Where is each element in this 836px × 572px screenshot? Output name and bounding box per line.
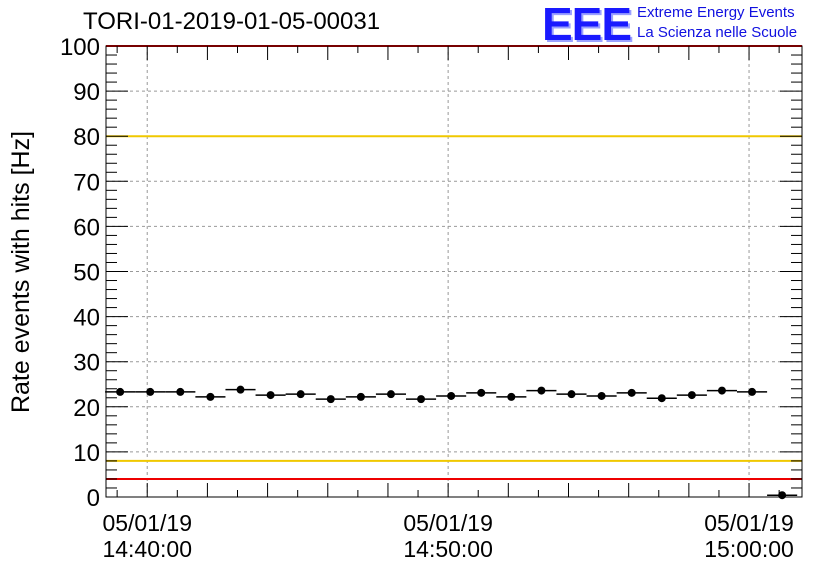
eee-logo-mark: EEE: [542, 0, 632, 50]
y-tick-label: 60: [73, 214, 100, 241]
x-tick-label-time: 15:00:00: [704, 536, 794, 562]
x-tick-label-time: 14:50:00: [403, 536, 493, 562]
data-point: [687, 391, 696, 400]
data-points: [105, 385, 798, 500]
y-tick-label: 50: [73, 260, 100, 287]
data-point: [627, 388, 636, 397]
data-point: [477, 388, 486, 397]
grid: [106, 46, 802, 497]
data-point: [657, 394, 666, 403]
data-point: [447, 391, 456, 400]
data-point: [206, 392, 215, 401]
data-point: [326, 395, 335, 404]
data-point: [176, 387, 185, 396]
x-tick-label-date: 05/01/19: [102, 510, 192, 536]
y-axis-ticks: 0 10 20 30 40 50 60 70 80 90 100: [60, 34, 802, 512]
data-point: [597, 391, 606, 400]
y-tick-label: 20: [73, 395, 100, 422]
y-tick-label: 90: [73, 79, 100, 106]
logo-caption-line1: Extreme Energy Events: [637, 4, 795, 21]
data-point: [146, 387, 155, 396]
y-axis-label: Rate events with hits [Hz]: [7, 131, 35, 413]
data-point: [537, 386, 546, 395]
y-tick-label: 30: [73, 350, 100, 377]
data-point: [266, 391, 275, 400]
x-tick-label-date: 05/01/19: [403, 510, 493, 536]
y-tick-label: 100: [60, 34, 100, 61]
data-point: [296, 390, 305, 399]
data-point: [567, 390, 576, 399]
chart-title: TORI-01-2019-01-05-00031: [83, 8, 381, 35]
y-tick-label: 80: [73, 124, 100, 151]
x-tick-label-time: 14:40:00: [102, 536, 192, 562]
logo-caption-line2: La Scienza nelle Scuole: [637, 24, 798, 41]
data-point: [717, 386, 726, 395]
y-tick-label: 40: [73, 305, 100, 332]
data-point: [356, 392, 365, 401]
x-tick-label-date: 05/01/19: [704, 510, 794, 536]
data-point: [748, 387, 757, 396]
threshold-lines: [106, 45, 802, 480]
data-point: [507, 392, 516, 401]
data-point: [417, 395, 426, 404]
y-tick-label: 10: [73, 440, 100, 467]
data-point: [236, 385, 245, 394]
x-axis-ticks: 05/01/1914:40:0005/01/1914:50:0005/01/19…: [102, 46, 794, 562]
data-point: [778, 491, 787, 500]
eee-logo: EEE Extreme Energy Events La Scienza nel…: [542, 0, 832, 50]
y-tick-label: 0: [87, 485, 100, 512]
data-point: [386, 390, 395, 399]
data-point: [116, 387, 125, 396]
y-tick-label: 70: [73, 169, 100, 196]
